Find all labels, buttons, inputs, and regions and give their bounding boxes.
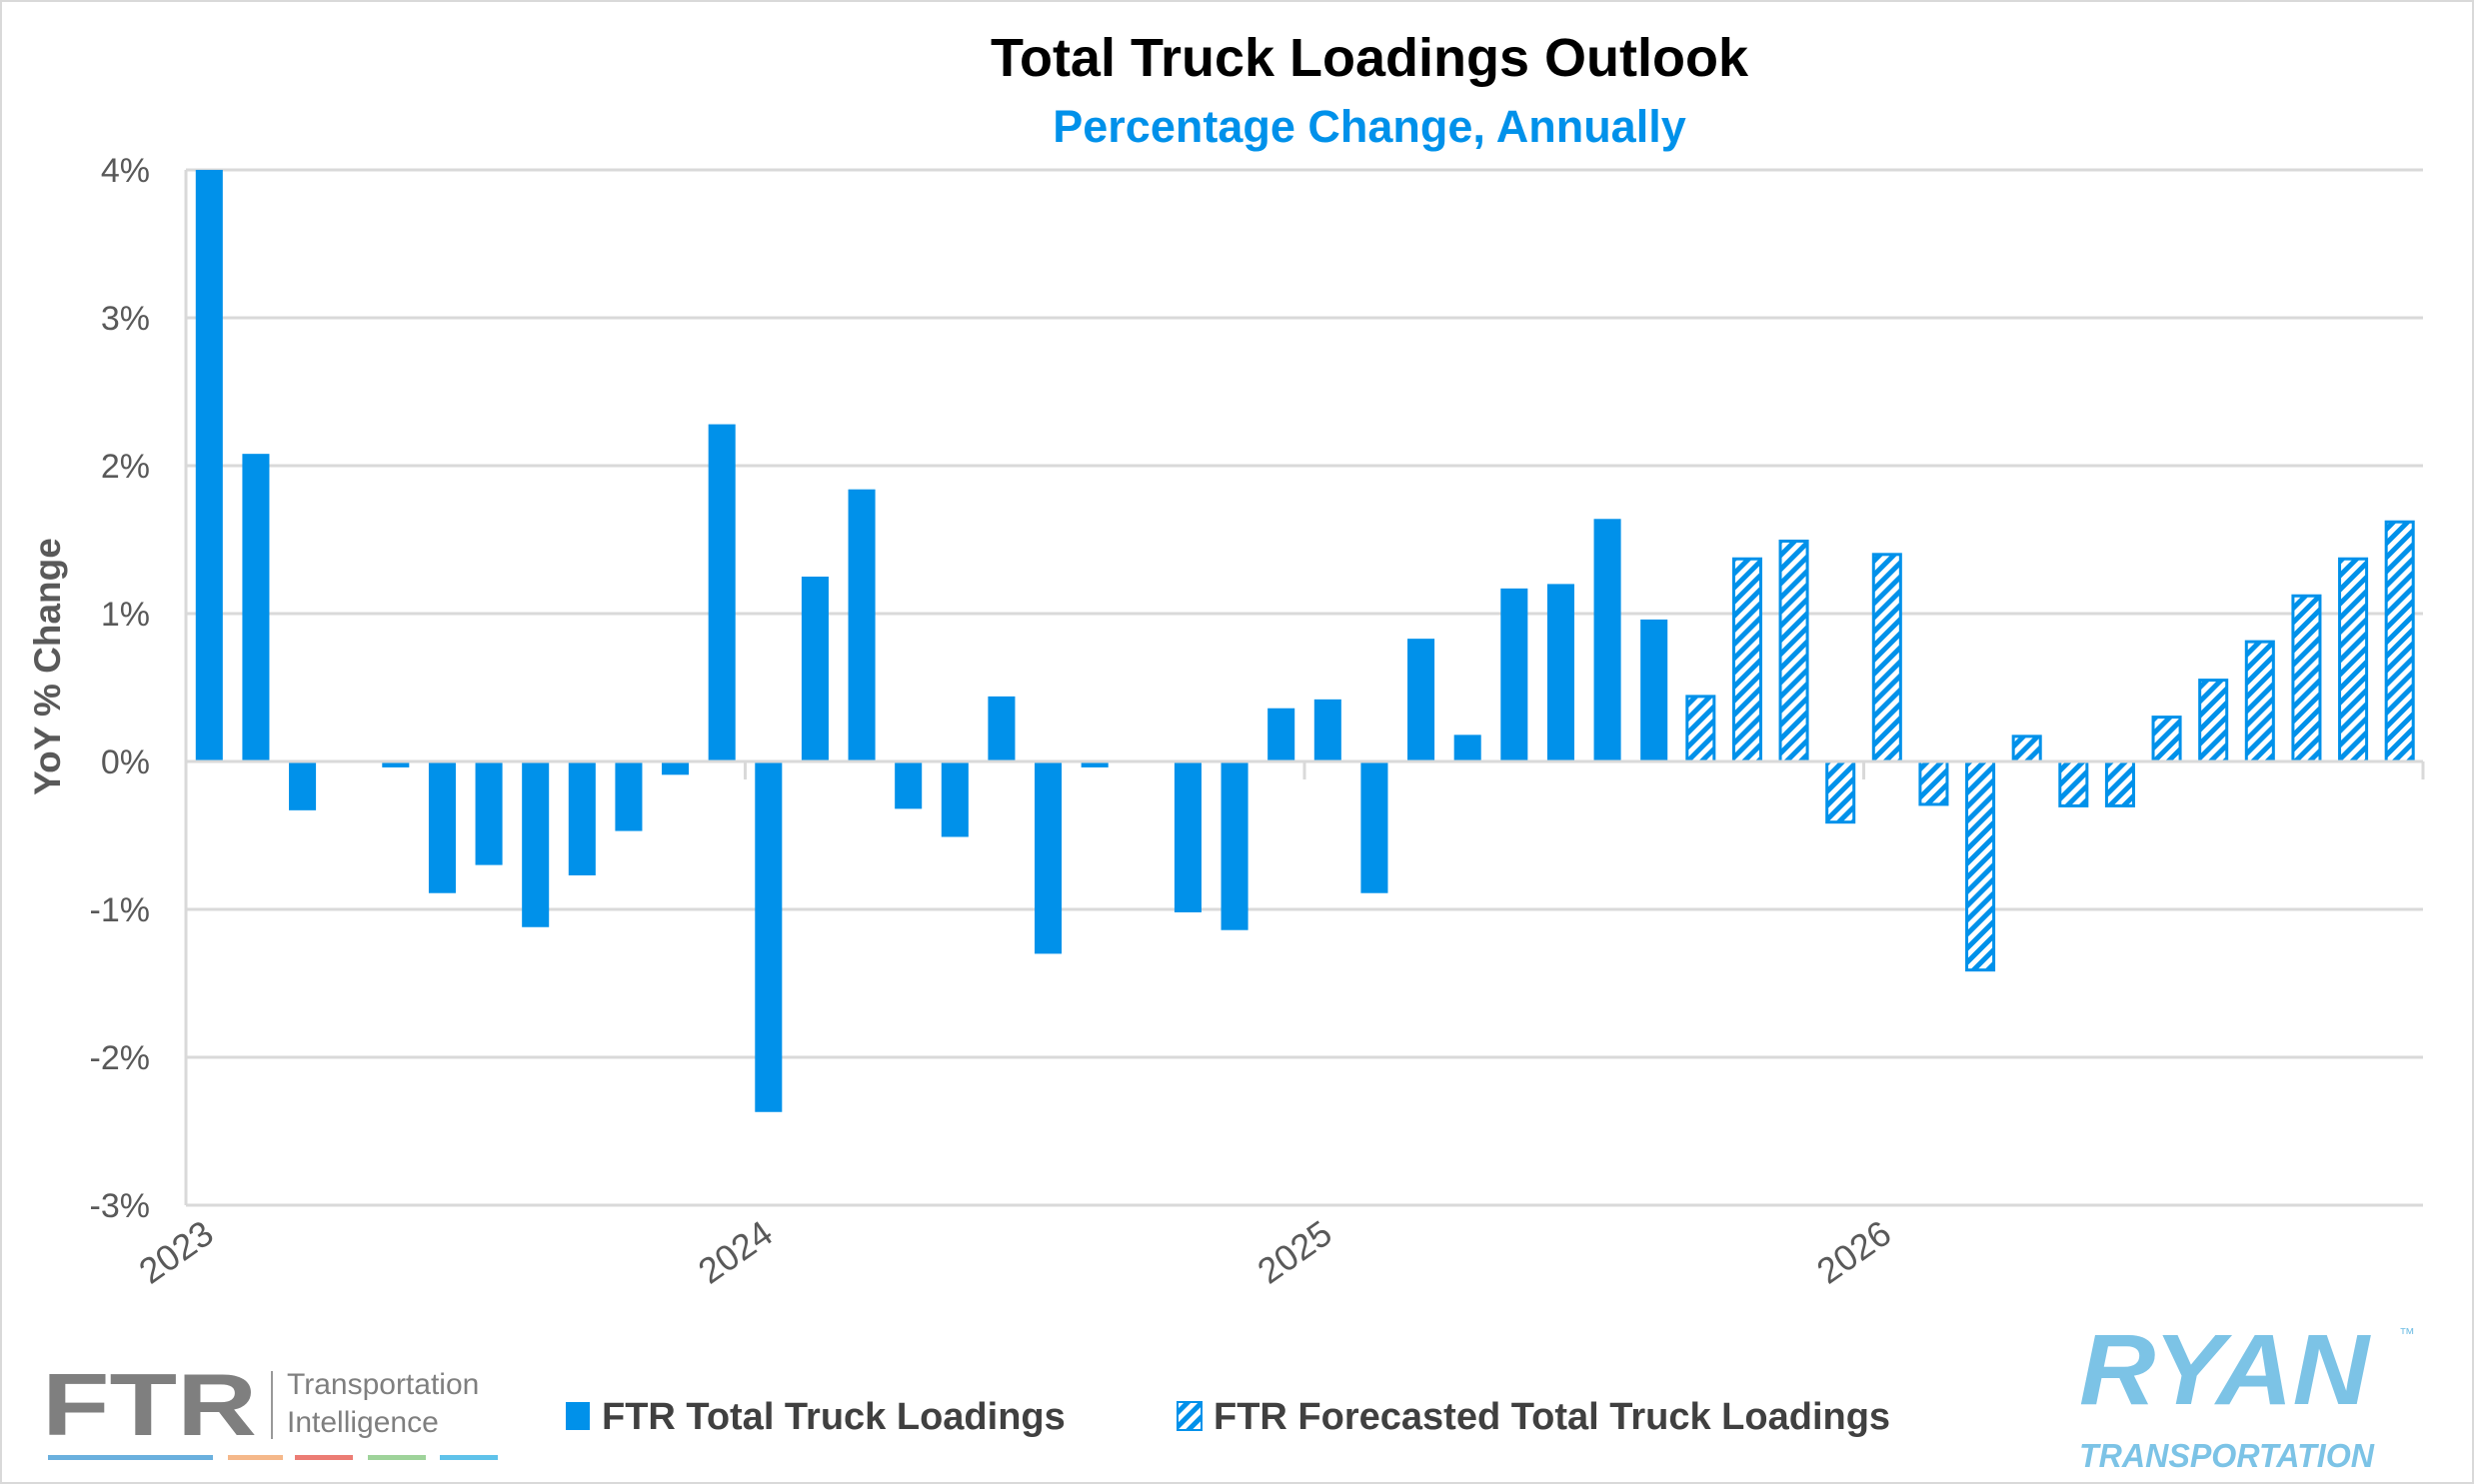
actual-bar-jan-2024: [755, 761, 783, 1112]
bars: [195, 170, 2415, 1112]
actual-bar-dec-2024: [1267, 708, 1295, 761]
actual-bar-may-2023: [382, 761, 410, 767]
legend-label-actual: FTR Total Truck Loadings: [602, 1396, 1066, 1438]
y-axis-label: YoY % Change: [27, 538, 68, 795]
ftr-logo: FTR Transportation Intelligence: [42, 1355, 498, 1460]
legend-swatch-forecast: [1177, 1401, 1203, 1431]
chart-title: Total Truck Loadings Outlook: [991, 28, 1749, 88]
actual-bar-aug-2023: [522, 761, 550, 927]
actual-bar-sep-2023: [568, 761, 596, 875]
y-tick-label: 1%: [101, 596, 150, 634]
actual-bar-jan-2025: [1313, 699, 1341, 761]
gridlines: [184, 168, 2423, 1207]
actual-bar-apr-2024: [895, 761, 923, 809]
forecast-bar-sep-2026: [2244, 640, 2275, 763]
forecast-bar-aug-2026: [2198, 679, 2229, 763]
ryan-logo-sub: TRANSPORTATION: [2079, 1437, 2375, 1474]
ryan-logo-tm: ™: [2399, 1326, 2415, 1343]
x-tick-label: 2024: [691, 1212, 780, 1292]
actual-bar-oct-2023: [615, 761, 643, 831]
forecast-bar-jan-2026: [1871, 553, 1902, 763]
forecast-bar-oct-2025: [1731, 557, 1762, 763]
y-tick-label: 3%: [101, 300, 150, 338]
ryan-logo-text: RYAN: [2079, 1314, 2371, 1426]
forecast-bar-dec-2025: [1825, 759, 1856, 824]
forecast-bar-jul-2026: [2151, 716, 2182, 763]
actual-bar-mar-2025: [1407, 639, 1435, 761]
actual-bar-apr-2025: [1453, 735, 1481, 761]
y-tick-label: -1%: [90, 891, 150, 929]
y-axis-ticks: 4% 3% 2% 1% 0% -1% -2% -3%: [90, 152, 150, 1225]
y-tick-label: -3%: [90, 1187, 150, 1225]
ryan-logo: RYAN ™ TRANSPORTATION: [2079, 1314, 2415, 1474]
actual-bar-jun-2025: [1546, 584, 1574, 761]
actual-bar-mar-2024: [848, 489, 876, 761]
actual-bar-jun-2024: [988, 696, 1016, 761]
y-tick-label: 2%: [101, 448, 150, 486]
forecast-bar-feb-2026: [1918, 759, 1949, 806]
forecast-bar-nov-2025: [1778, 539, 1809, 763]
actual-bar-jul-2023: [475, 761, 503, 865]
actual-bar-feb-2024: [801, 577, 829, 761]
forecast-bar-nov-2026: [2338, 557, 2369, 763]
forecast-bar-oct-2026: [2291, 594, 2322, 763]
ftr-logo-line2: Intelligence: [287, 1406, 439, 1439]
actual-bar-jun-2023: [428, 761, 456, 893]
actual-bar-oct-2024: [1174, 761, 1202, 912]
forecast-bar-dec-2026: [2384, 520, 2415, 763]
actual-bar-aug-2024: [1081, 761, 1109, 767]
actual-bar-may-2024: [941, 761, 969, 837]
forecast-bar-sep-2025: [1685, 695, 1716, 763]
actual-bar-jul-2025: [1593, 519, 1621, 761]
forecast-bar-mar-2026: [1965, 759, 1996, 972]
actual-bar-aug-2025: [1640, 619, 1668, 761]
y-tick-label: 4%: [101, 152, 150, 190]
actual-bar-dec-2023: [708, 424, 736, 761]
ftr-logo-line1: Transportation: [287, 1368, 479, 1401]
x-axis: 2023 2024 2025 2026: [131, 759, 2425, 1292]
legend-label-forecast: FTR Forecasted Total Truck Loadings: [1214, 1396, 1890, 1438]
legend: FTR Total Truck Loadings FTR Forecasted …: [566, 1396, 1890, 1438]
actual-bar-jan-2023: [195, 170, 223, 761]
forecast-bar-may-2026: [2058, 759, 2089, 807]
actual-bar-nov-2024: [1221, 761, 1248, 930]
actual-bar-feb-2023: [242, 454, 270, 761]
x-tick-label: 2025: [1249, 1212, 1338, 1292]
y-tick-label: 0%: [101, 743, 150, 781]
ftr-logo-text: FTR: [42, 1355, 257, 1454]
actual-bar-jul-2024: [1035, 761, 1063, 954]
x-tick-label: 2026: [1809, 1212, 1898, 1292]
chart-subtitle: Percentage Change, Annually: [1053, 101, 1686, 152]
legend-swatch-actual: [566, 1402, 590, 1430]
actual-bar-feb-2025: [1360, 761, 1388, 893]
forecast-bar-jun-2026: [2104, 759, 2135, 807]
y-tick-label: -2%: [90, 1039, 150, 1077]
actual-bar-nov-2023: [662, 761, 690, 775]
actual-bar-may-2025: [1500, 588, 1528, 761]
actual-bar-mar-2023: [289, 761, 317, 810]
forecast-bar-apr-2026: [2011, 735, 2042, 763]
